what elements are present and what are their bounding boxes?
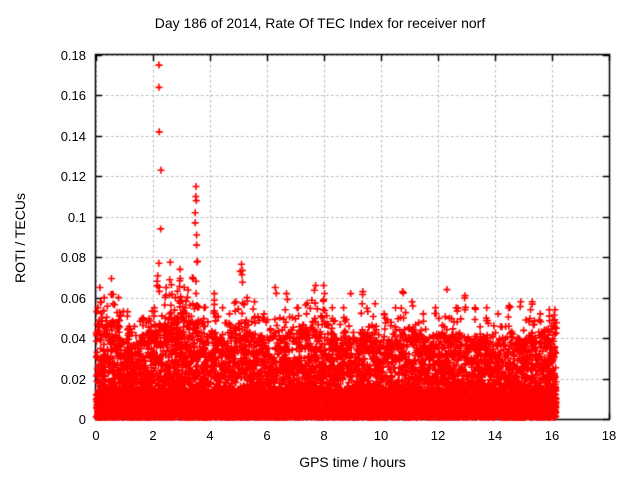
- x-tick-label: 18: [601, 428, 617, 443]
- x-tick-label: 8: [320, 428, 328, 443]
- x-tick-label: 0: [92, 428, 100, 443]
- y-tick-label: 0: [78, 412, 86, 427]
- y-tick-label: 0.08: [60, 250, 86, 266]
- y-tick-label: 0.12: [60, 169, 86, 185]
- x-axis-label: GPS time / hours: [299, 454, 406, 470]
- y-tick-label: 0.02: [60, 371, 86, 387]
- x-tick-label: 10: [373, 428, 389, 443]
- x-tick-label: 14: [487, 428, 503, 443]
- x-tick-label: 2: [149, 428, 157, 443]
- y-tick-label: 0.06: [60, 290, 86, 306]
- y-tick-label: 0.14: [60, 128, 86, 144]
- y-tick-label: 0.16: [60, 88, 86, 104]
- chart-title: Day 186 of 2014, Rate Of TEC Index for r…: [154, 15, 486, 31]
- x-tick-label: 16: [544, 428, 560, 443]
- x-tick-label: 12: [430, 428, 446, 443]
- y-tick-label: 0.1: [67, 209, 86, 225]
- y-tick-label: 0.18: [60, 48, 86, 63]
- x-tick-label: 4: [206, 428, 214, 443]
- x-tick-label: 6: [263, 428, 271, 443]
- y-tick-label: 0.04: [60, 331, 86, 347]
